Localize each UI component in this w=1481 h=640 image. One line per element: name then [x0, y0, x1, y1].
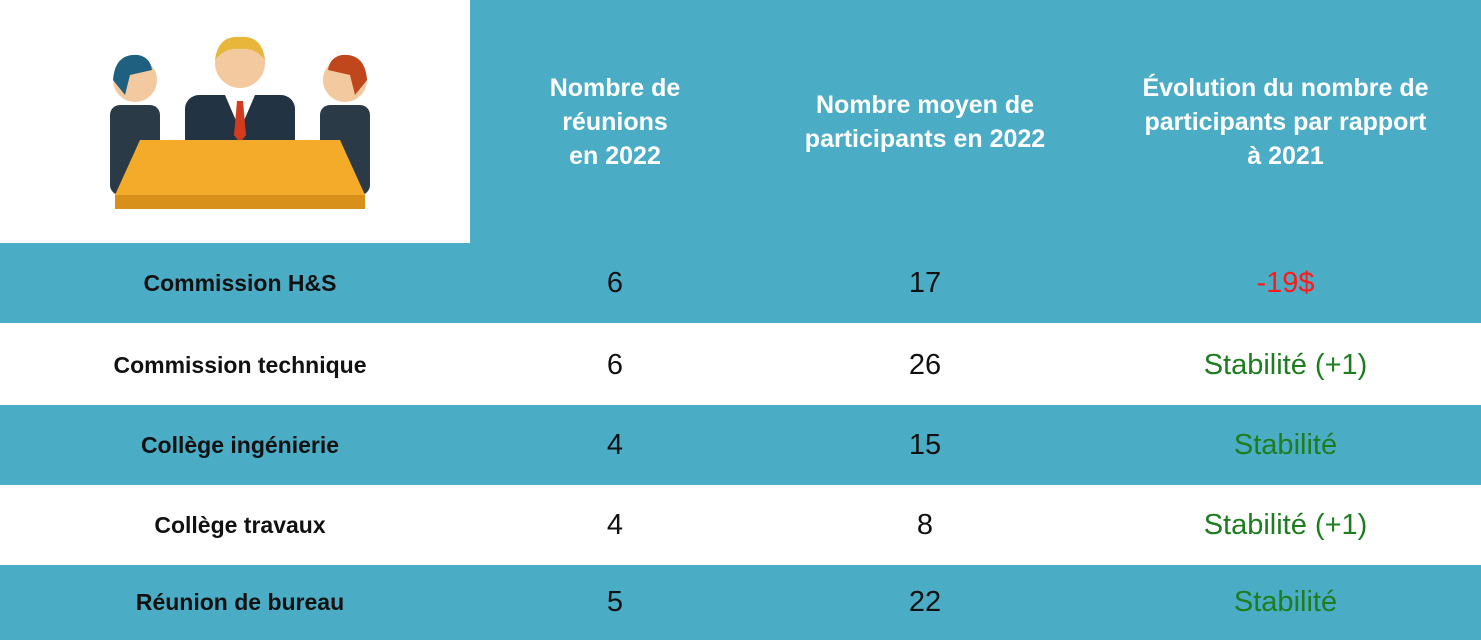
table-cell: 4 [606, 428, 624, 461]
column-header: Nombre moyen de participants en 2022 [760, 0, 1090, 243]
header-line: participants par rapport [1144, 107, 1427, 136]
row-label: Collège ingénierie [140, 431, 340, 458]
column-header: Nombre de réunions en 2022 [470, 0, 760, 243]
row-label: Commission H&S [143, 269, 337, 296]
table-cell: 5 [606, 586, 624, 618]
table-cell: 22 [908, 586, 942, 618]
header-line: réunions [562, 107, 668, 136]
table-cell: Stabilité (+1) [1203, 348, 1368, 381]
table-cell: 4 [606, 508, 624, 541]
table-cell: 15 [908, 428, 942, 461]
meeting-illustration [110, 36, 370, 209]
table-row: Collège travaux 4 8 Stabilité (+1) [0, 485, 1481, 565]
row-label: Collège travaux [154, 511, 326, 538]
column-header: Évolution du nombre de participants par r… [1090, 0, 1481, 243]
header-line: en 2022 [569, 141, 661, 170]
table-cell: 6 [606, 266, 624, 299]
table-cell: -19$ [1256, 266, 1315, 299]
header-band: Nombre de réunions en 2022 Nombre moyen de p… [470, 0, 1481, 243]
table-cell: 8 [916, 508, 934, 541]
header-line: à 2021 [1247, 141, 1324, 170]
table-cell: 26 [908, 348, 942, 381]
table-cell: Stabilité (+1) [1203, 508, 1368, 541]
header-line: Évolution du nombre de [1142, 73, 1429, 102]
row-label: Commission technique [113, 351, 367, 378]
table-cell: 6 [606, 348, 624, 381]
table-row: Commission technique 6 26 Stabilité (+1) [0, 325, 1481, 405]
table-row: Commission H&S 6 17 -19$ [0, 243, 1481, 323]
table-cell: Stabilité [1233, 428, 1338, 461]
header-line: participants en 2022 [804, 124, 1046, 153]
header-line: Nombre de [549, 73, 681, 102]
table-cell: 17 [908, 266, 942, 299]
table-row: Réunion de bureau 5 22 Stabilité [0, 565, 1481, 640]
row-label: Réunion de bureau [135, 589, 345, 615]
header-line: Nombre moyen de [815, 90, 1035, 119]
table-row: Collège ingénierie 4 15 Stabilité [0, 405, 1481, 485]
table-cell: Stabilité [1233, 586, 1338, 618]
